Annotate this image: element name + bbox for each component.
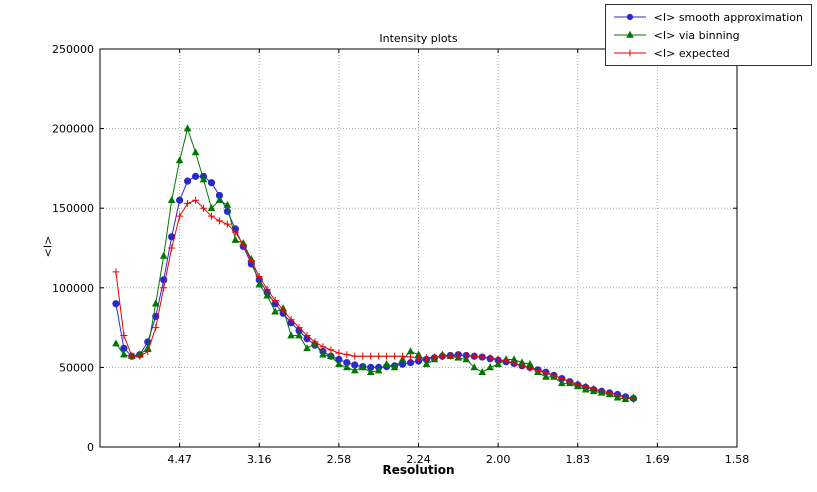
svg-text:1.69: 1.69	[645, 453, 670, 466]
x-axis-label: Resolution	[382, 463, 455, 477]
legend-label: <I> smooth approximation	[653, 10, 803, 24]
legend-label: <I> via binning	[653, 28, 740, 42]
legend-label: <I> expected	[653, 46, 730, 60]
triangle-marker-icon	[613, 30, 646, 38]
svg-text:2.24: 2.24	[406, 453, 431, 466]
legend-item: <I> expected	[612, 45, 803, 61]
plus-marker-icon	[613, 49, 646, 57]
chart-title: Intensity plots	[379, 32, 458, 45]
svg-text:1.83: 1.83	[566, 453, 591, 466]
y-axis-label: <I>	[41, 235, 55, 258]
legend-item: <I> via binning	[612, 27, 803, 43]
svg-text:100000: 100000	[52, 282, 94, 295]
legend: <I> smooth approximation <I> via binning…	[604, 4, 812, 66]
svg-text:250000: 250000	[52, 43, 94, 56]
svg-text:3.16: 3.16	[247, 453, 272, 466]
svg-text:2.00: 2.00	[486, 453, 511, 466]
svg-text:200000: 200000	[52, 123, 94, 136]
svg-text:1.58: 1.58	[725, 453, 750, 466]
svg-text:2.58: 2.58	[327, 453, 352, 466]
svg-text:4.47: 4.47	[167, 453, 192, 466]
svg-text:150000: 150000	[52, 202, 94, 215]
svg-text:50000: 50000	[59, 361, 94, 374]
legend-item: <I> smooth approximation	[612, 9, 803, 25]
circle-marker-icon	[613, 13, 646, 21]
svg-text:0: 0	[87, 441, 94, 454]
